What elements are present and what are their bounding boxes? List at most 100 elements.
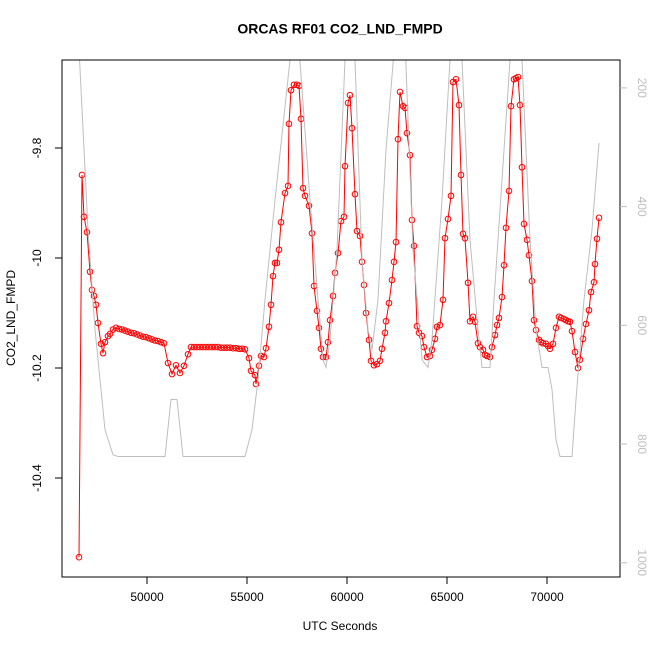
- plot-area: [75, 60, 603, 561]
- data-point: [245, 354, 253, 362]
- data-point: [142, 333, 150, 341]
- data-point: [525, 251, 533, 259]
- y2-tick-label: 1000: [635, 549, 649, 576]
- data-point: [106, 330, 114, 338]
- data-point: [514, 73, 522, 81]
- data-point: [356, 232, 364, 240]
- data-point: [593, 235, 601, 243]
- data-point: [313, 307, 321, 315]
- data-point: [168, 370, 176, 378]
- data-point: [528, 277, 536, 285]
- data-point: [148, 336, 156, 343]
- data-point: [571, 348, 579, 356]
- data-point: [552, 324, 560, 332]
- data-point: [99, 349, 107, 357]
- y2-tick-label: 200: [635, 78, 649, 98]
- data-point: [269, 272, 277, 280]
- data-point: [353, 227, 361, 235]
- data-point: [180, 362, 188, 370]
- data-point: [461, 234, 469, 242]
- x-tick-label: 55000: [230, 590, 264, 604]
- data-point: [530, 316, 538, 324]
- data-point: [428, 346, 436, 354]
- data-point: [591, 260, 599, 268]
- data-point: [535, 336, 543, 344]
- data-point: [83, 228, 91, 236]
- data-point: [112, 324, 120, 332]
- data-point: [576, 356, 584, 364]
- data-point: [585, 306, 593, 314]
- series-line: [78, 76, 600, 558]
- data-point: [444, 215, 452, 223]
- data-point: [568, 327, 576, 335]
- data-point: [403, 129, 411, 137]
- data-point: [127, 329, 135, 337]
- series-line: [79, 60, 600, 458]
- data-point: [520, 220, 528, 228]
- data-point: [118, 326, 126, 333]
- x-tick-label: 60000: [330, 590, 364, 604]
- data-point: [273, 259, 281, 267]
- x-tick-label: 70000: [530, 590, 564, 604]
- data-point: [121, 327, 129, 334]
- x-tick-label: 65000: [430, 590, 464, 604]
- data-point: [410, 242, 418, 250]
- x-axis-label: UTC Seconds: [303, 619, 378, 633]
- data-point: [104, 332, 112, 340]
- data-point: [464, 279, 472, 287]
- data-point: [500, 261, 508, 269]
- data-point: [498, 293, 506, 301]
- data-point: [267, 301, 275, 309]
- data-point: [455, 101, 463, 109]
- data-point: [160, 339, 168, 347]
- data-point: [378, 345, 386, 353]
- data-point: [582, 320, 590, 328]
- data-point: [466, 317, 474, 325]
- data-point: [97, 340, 105, 348]
- data-point: [507, 102, 515, 110]
- data-point: [566, 318, 574, 326]
- data-point: [439, 296, 447, 304]
- data-point: [441, 234, 449, 242]
- chart-title: ORCAS RF01 CO2_LND_FMPD: [237, 21, 442, 37]
- data-point: [94, 319, 102, 327]
- data-point: [247, 367, 255, 375]
- data-point: [493, 321, 501, 329]
- data-point: [275, 246, 283, 254]
- data-point: [287, 86, 295, 94]
- data-point: [151, 337, 159, 344]
- data-point: [392, 238, 400, 246]
- data-point: [382, 317, 390, 325]
- data-point: [365, 336, 373, 344]
- data-point: [241, 346, 249, 353]
- y-tick-label: -9.8: [30, 137, 44, 158]
- data-point: [542, 340, 550, 348]
- data-point: [90, 292, 98, 300]
- data-point: [399, 102, 407, 110]
- data-point: [388, 276, 396, 284]
- data-point: [176, 369, 184, 377]
- data-point: [595, 214, 603, 222]
- data-point: [394, 135, 402, 143]
- data-point: [301, 192, 309, 200]
- data-point: [351, 190, 359, 198]
- data-point: [546, 345, 554, 353]
- data-point: [381, 329, 389, 337]
- data-point: [334, 249, 342, 257]
- data-point: [265, 323, 273, 331]
- x-tick-label: 50000: [130, 590, 164, 604]
- data-point: [518, 163, 526, 171]
- data-point: [164, 359, 172, 367]
- data-point: [101, 338, 109, 346]
- data-point: [317, 345, 325, 353]
- data-point: [348, 124, 356, 132]
- data-point: [133, 331, 141, 338]
- data-point: [136, 332, 144, 339]
- data-point: [238, 345, 246, 353]
- data-point: [367, 357, 375, 365]
- data-point: [502, 224, 510, 232]
- data-point: [130, 330, 138, 337]
- data-point: [115, 325, 123, 333]
- data-point: [260, 353, 268, 361]
- data-point: [341, 162, 349, 170]
